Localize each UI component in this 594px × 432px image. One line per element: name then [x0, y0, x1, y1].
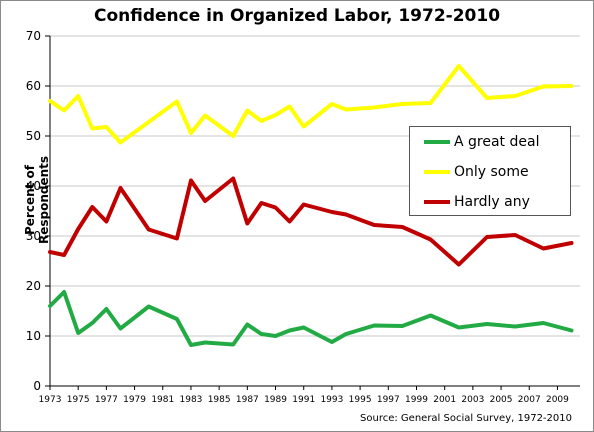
- y-tick-label: 70: [26, 29, 41, 43]
- x-tick-label: 1981: [151, 395, 174, 405]
- legend-label-only-some: Only some: [454, 164, 529, 180]
- legend-swatch-great-deal: [424, 140, 450, 144]
- series-line-only-some: [48, 64, 574, 145]
- x-tick-label: 1995: [349, 395, 372, 405]
- series-lines: [48, 64, 574, 347]
- x-tick-label: 1991: [292, 395, 315, 405]
- x-tick-label: 2003: [461, 395, 484, 405]
- legend-swatch-hardly-any: [424, 200, 450, 204]
- x-tick-label: 2005: [490, 395, 513, 405]
- axes: [45, 35, 580, 390]
- legend-item-great-deal: A great deal: [410, 133, 570, 151]
- x-tick-label: 1997: [377, 395, 400, 405]
- x-tick-label: 1977: [95, 395, 118, 405]
- x-tick-label: 1985: [208, 395, 231, 405]
- x-tick-label: 1987: [236, 395, 259, 405]
- x-tick-label: 1975: [67, 395, 90, 405]
- legend-swatch-only-some: [424, 170, 450, 174]
- x-tick-label: 1999: [405, 395, 428, 405]
- x-tick-label: 1989: [264, 395, 287, 405]
- y-tick-label: 0: [33, 379, 41, 393]
- legend-label-great-deal: A great deal: [454, 134, 540, 150]
- x-tick-label: 2001: [433, 395, 456, 405]
- y-tick-label: 10: [26, 329, 41, 343]
- x-tick-labels: 1973 1975 1977 1979 1981 1983 1985 1987 1989 1991…: [39, 395, 570, 405]
- y-tick-label: 20: [26, 279, 41, 293]
- legend: A great deal Only some Hardly any: [409, 126, 571, 216]
- legend-item-only-some: Only some: [410, 163, 570, 181]
- y-tick-labels: 0 10 20 30 40 50 60 70: [26, 29, 41, 393]
- source-note: Source: General Social Survey, 1972-2010: [360, 413, 572, 424]
- legend-label-hardly-any: Hardly any: [454, 194, 530, 210]
- series-line-hardly-any: [48, 176, 574, 267]
- x-tick-label: 2009: [546, 395, 569, 405]
- y-tick-label: 60: [26, 79, 41, 93]
- y-tick-label: 50: [26, 129, 41, 143]
- x-tick-label: 1983: [180, 395, 203, 405]
- x-tick-label: 1993: [320, 395, 343, 405]
- y-tick-label: 30: [26, 229, 41, 243]
- x-tick-label: 1979: [123, 395, 146, 405]
- x-tick-label: 2007: [518, 395, 541, 405]
- y-tick-label: 40: [26, 179, 41, 193]
- x-tick-label: 1973: [39, 395, 62, 405]
- chart-title: Confidence in Organized Labor, 1972-2010: [93, 6, 501, 26]
- legend-item-hardly-any: Hardly any: [410, 193, 570, 211]
- series-line-a-great-deal: [48, 290, 574, 347]
